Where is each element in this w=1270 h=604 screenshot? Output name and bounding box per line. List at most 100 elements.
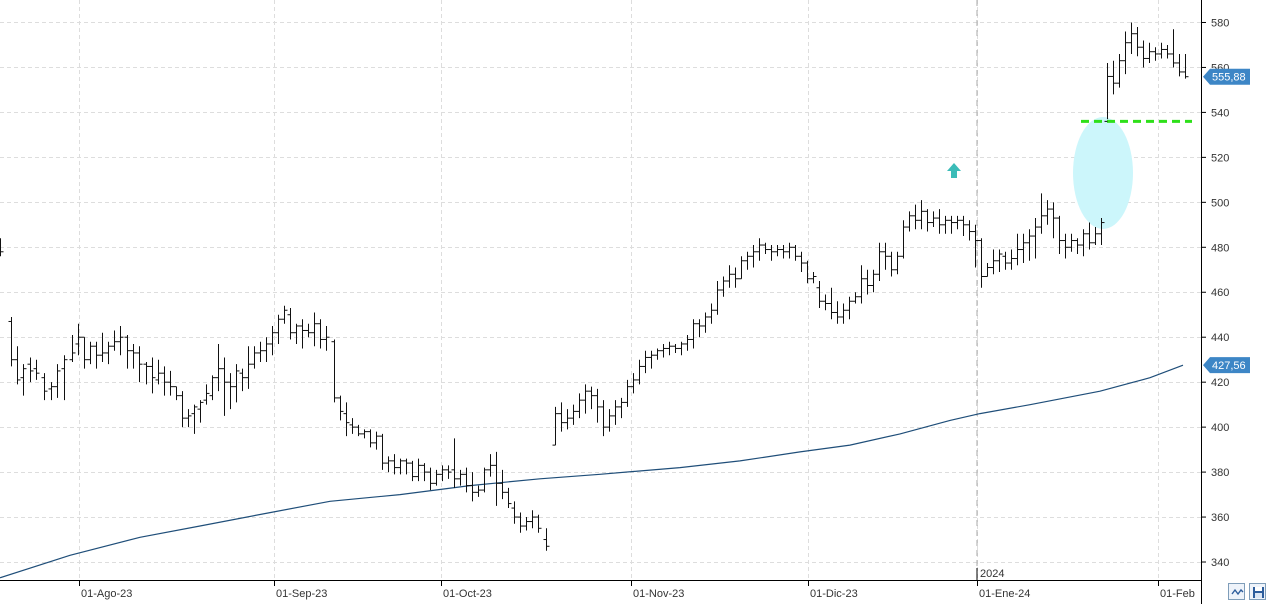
ohlc-bar-80 (493, 451, 500, 506)
x-tick-label-5: 01-Ene-24 (979, 588, 1030, 600)
ohlc-bar-159 (972, 224, 979, 268)
chart-wave-icon (1231, 588, 1244, 596)
ohlc-bar-38 (239, 368, 246, 392)
y-tick-label-1: 360 (1211, 512, 1229, 524)
ohlc-bar-95 (588, 386, 595, 410)
ohlc-bar-72 (445, 465, 452, 479)
ohlc-bar-76 (469, 472, 476, 502)
ohlc-bar-190 (1158, 42, 1165, 59)
ohlc-bar-168 (1026, 229, 1033, 261)
ohlc-bar-99 (612, 400, 619, 425)
ohlc-bar-4 (27, 357, 34, 383)
ohlc-bar-59 (367, 429, 374, 448)
ohlc-bar-55 (343, 402, 350, 437)
ohlc-bar-27 (173, 386, 180, 401)
ohlc-bar-152 (930, 211, 937, 228)
x-axis-strip (0, 580, 1201, 604)
moving-average-line (0, 364, 1184, 579)
ohlc-bar-128 (786, 242, 793, 259)
ohlc-bar-105 (648, 350, 655, 369)
ohlc-bar-176 (1074, 238, 1081, 255)
y-tick-label-12: 580 (1211, 17, 1229, 29)
ohlc-bar-82 (505, 487, 512, 509)
ohlc-bar-46 (287, 307, 294, 340)
ohlc-bar-173 (1056, 215, 1063, 255)
ohlc-bar-61 (379, 433, 386, 470)
ohlc-bar-33 (209, 375, 216, 401)
ohlc-bar-20 (130, 343, 137, 369)
ohlc-bar-13 (87, 341, 94, 365)
chart-options-button[interactable] (1228, 583, 1245, 600)
ohlc-bar-143 (876, 242, 883, 282)
ohlc-bar-19 (124, 334, 131, 369)
ohlc-bar-18 (117, 325, 124, 356)
ohlc-bar-42 (263, 337, 270, 362)
ohlc-bar-175 (1068, 233, 1075, 252)
ohlc-bar-116 (714, 281, 721, 315)
ohlc-bar-73 (451, 438, 458, 488)
ohlc-bar-110 (678, 341, 685, 356)
ohlc-bar-183 (1116, 53, 1123, 88)
ohlc-bar-163 (996, 249, 1003, 273)
ohlc-bar-132 (810, 272, 817, 284)
ohlc-bar-17 (111, 330, 118, 351)
ohlc-bar-0 (0, 238, 4, 257)
ohlc-bar-108 (666, 341, 673, 356)
ohlc-bar-137 (840, 303, 847, 324)
ohlc-bar-5 (33, 359, 40, 380)
ohlc-bar-68 (421, 463, 428, 482)
ohlc-bar-113 (696, 319, 703, 338)
ohlc-bar-77 (475, 485, 482, 497)
ohlc-bar-97 (600, 400, 607, 437)
ohlc-bar-83 (511, 501, 518, 524)
ohlc-bar-100 (618, 397, 625, 419)
ohlc-bar-36 (227, 373, 234, 410)
ohlc-bar-142 (870, 269, 877, 293)
ohlc-bar-188 (1146, 42, 1153, 63)
ohlc-bar-106 (654, 348, 661, 360)
ohlc-bar-182 (1110, 60, 1117, 95)
ohlc-bar-162 (990, 249, 997, 275)
ohlc-bar-101 (624, 379, 631, 407)
y-tick-label-3: 400 (1211, 422, 1229, 434)
ohlc-bar-181 (1104, 62, 1111, 122)
ohlc-bar-28 (179, 391, 186, 428)
ohlc-bar-14 (93, 341, 100, 369)
ohlc-bar-71 (439, 465, 446, 482)
ohlc-bar-57 (355, 424, 362, 437)
ohlc-bar-79 (487, 454, 494, 477)
ohlc-bar-43 (269, 325, 276, 356)
ohlc-bar-115 (708, 303, 715, 324)
ohlc-bar-131 (804, 260, 811, 284)
ohlc-bar-64 (397, 458, 404, 475)
ohlc-bar-124 (762, 242, 769, 255)
ohlc-bar-114 (702, 312, 709, 333)
ohlc-bar-15 (99, 332, 106, 362)
ohlc-bar-140 (858, 265, 865, 304)
price-tags: 555,88 427,56 (1203, 68, 1250, 374)
ohlc-bar-29 (185, 409, 192, 428)
ohlc-bar-12 (81, 336, 88, 369)
ohlc-bar-60 (373, 431, 380, 450)
ohlc-bar-40 (251, 346, 258, 369)
ohlc-bar-166 (1014, 233, 1021, 266)
y-tick-label-8: 500 (1211, 197, 1229, 209)
ohlc-bar-174 (1062, 233, 1069, 259)
ohlc-bar-129 (792, 245, 799, 261)
x-tick-label-6: 01-Feb (1160, 588, 1195, 600)
ohlc-bar-145 (888, 251, 895, 277)
ohlc-bar-92 (570, 404, 577, 425)
ohlc-bar-160 (978, 238, 985, 288)
ohlc-bar-184 (1122, 31, 1129, 75)
save-button[interactable] (1249, 583, 1266, 600)
ohlc-bar-74 (457, 469, 464, 486)
ohlc-bar-117 (720, 276, 727, 297)
ohlc-bar-138 (846, 296, 853, 320)
ohlc-bar-186 (1134, 26, 1141, 57)
y-tick-label-5: 440 (1211, 332, 1229, 344)
x-tick-label-4: 01-Dic-23 (810, 588, 858, 600)
ohlc-bar-75 (463, 467, 470, 493)
ohlc-bar-69 (427, 467, 434, 491)
ohlc-bar-16 (105, 341, 112, 365)
